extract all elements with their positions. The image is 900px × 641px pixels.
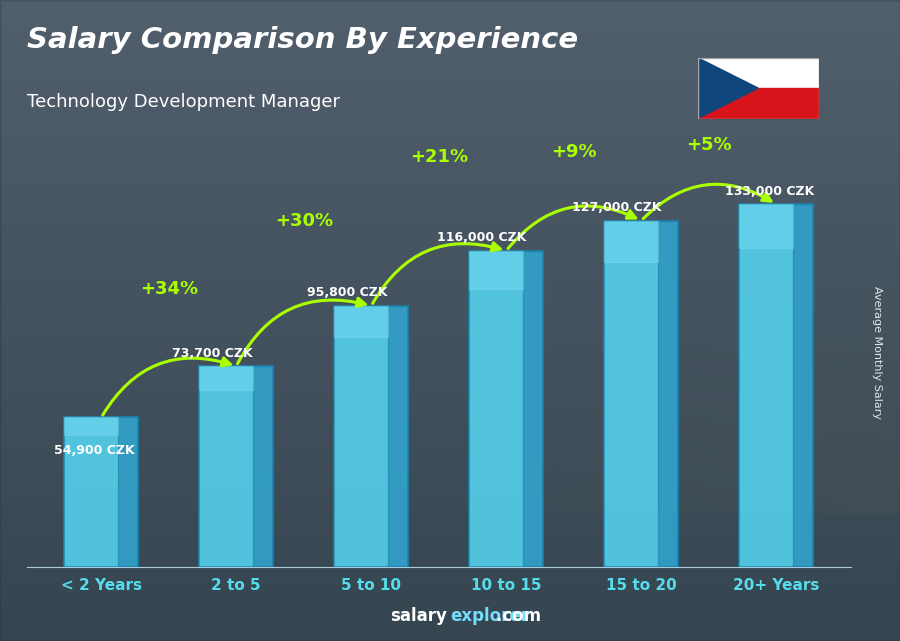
Bar bbox=[199, 366, 253, 390]
Bar bbox=[469, 251, 523, 288]
Bar bbox=[199, 366, 274, 567]
Bar bbox=[739, 204, 814, 567]
Bar bbox=[118, 417, 139, 567]
Bar bbox=[604, 221, 658, 262]
Text: +5%: +5% bbox=[686, 135, 732, 153]
Text: +34%: +34% bbox=[140, 280, 198, 299]
Bar bbox=[253, 366, 274, 567]
Text: .com: .com bbox=[450, 607, 541, 625]
Bar bbox=[793, 204, 814, 567]
Text: Technology Development Manager: Technology Development Manager bbox=[27, 93, 340, 111]
Bar bbox=[523, 251, 544, 567]
Bar bbox=[739, 204, 793, 248]
Text: 127,000 CZK: 127,000 CZK bbox=[572, 201, 662, 214]
Bar bbox=[334, 306, 388, 337]
Text: salary: salary bbox=[391, 607, 447, 625]
Bar bbox=[64, 417, 139, 567]
Bar bbox=[64, 417, 118, 435]
Text: explorer: explorer bbox=[450, 607, 529, 625]
Text: +9%: +9% bbox=[551, 144, 597, 162]
Polygon shape bbox=[698, 58, 758, 119]
Bar bbox=[604, 221, 679, 567]
Text: Salary Comparison By Experience: Salary Comparison By Experience bbox=[27, 26, 578, 54]
Bar bbox=[698, 88, 819, 119]
Text: 95,800 CZK: 95,800 CZK bbox=[307, 287, 387, 299]
Bar bbox=[469, 251, 544, 567]
Text: +30%: +30% bbox=[274, 212, 333, 229]
Text: 54,900 CZK: 54,900 CZK bbox=[54, 444, 135, 458]
Text: +21%: +21% bbox=[410, 148, 468, 166]
Bar bbox=[698, 58, 819, 88]
Bar bbox=[388, 306, 409, 567]
Text: Average Monthly Salary: Average Monthly Salary bbox=[872, 286, 883, 419]
Bar bbox=[658, 221, 679, 567]
Bar bbox=[334, 306, 409, 567]
Text: 116,000 CZK: 116,000 CZK bbox=[437, 231, 526, 244]
Text: 133,000 CZK: 133,000 CZK bbox=[724, 185, 814, 198]
Text: 73,700 CZK: 73,700 CZK bbox=[172, 347, 252, 360]
